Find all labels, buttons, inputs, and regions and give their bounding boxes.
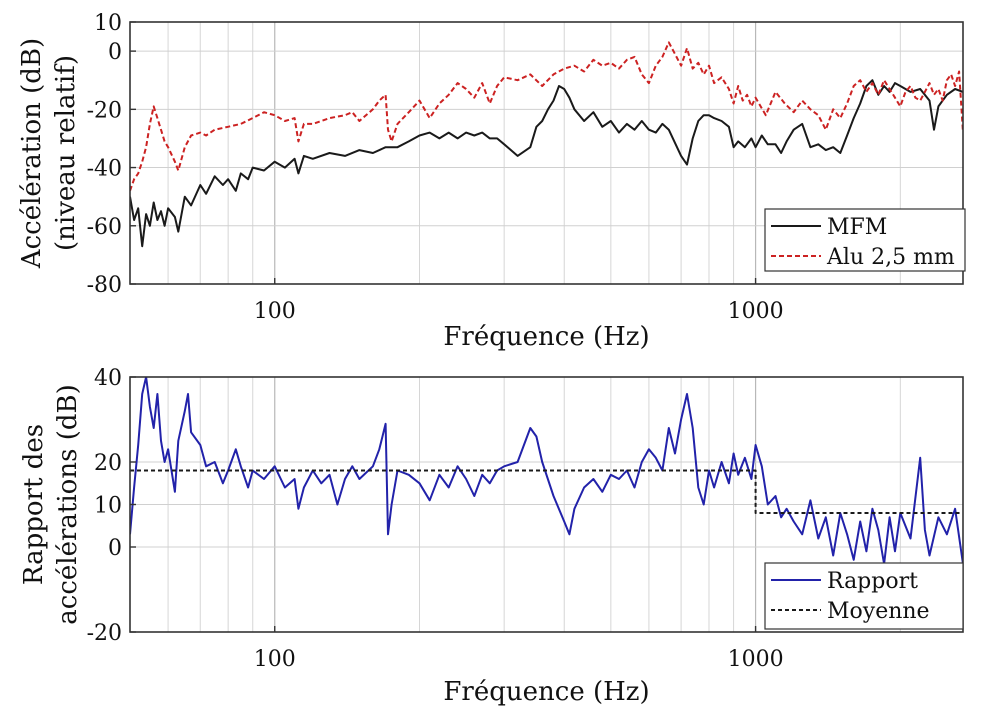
series-group [130,41,963,248]
y-tick-label: 0 [108,40,122,65]
x-tick-label: 1000 [728,647,784,672]
plot-frame [129,21,964,285]
y-tick-label: 20 [94,451,122,476]
legend-label: Moyenne [827,599,930,624]
legend-label: MFM [827,215,887,240]
legend-box [764,208,966,272]
y-tick-label: -20 [87,621,122,646]
x-tick-label: 100 [254,299,296,324]
legend: MFM Alu 2,5 mm [764,208,966,272]
x-tick-label: 100 [254,647,296,672]
x-axis-title: Fréquence (Hz) [443,677,649,707]
legend-label: Alu 2,5 mm [826,245,955,270]
y-axis-title-line: Rapport des [19,424,49,585]
x-axis-title: Fréquence (Hz) [443,322,649,352]
grid [130,22,963,284]
series-line-0 [130,79,963,248]
chart-top: -80 -60 -40 -20 0 10 100 1000 Fréquence (Hz) Accé… [17,11,966,352]
legend: Rapport Moyenne [764,562,964,630]
y-tick-label: 0 [108,536,122,561]
chart-bottom: -20 0 10 20 40 100 1000 Fréquence (Hz) Rapport d… [19,366,964,707]
series-line-1 [130,41,963,192]
y-tick-label: -80 [87,273,122,298]
series-line-1 [130,469,963,514]
x-tick-label: 1000 [728,299,784,324]
y-axis-title-line: (niveau relatif) [51,55,81,251]
y-tick-label: -40 [87,157,122,182]
y-tick-label: -20 [87,98,122,123]
grid [130,377,963,632]
y-axis-title-line: Accélération (dB) [17,38,47,269]
series-group [130,377,963,565]
y-tick-label: -60 [87,215,122,240]
y-tick-label: 10 [94,11,122,36]
y-tick-label: 10 [94,494,122,519]
y-tick-label: 40 [94,366,122,391]
legend-label: Rapport [827,569,918,594]
y-axis-title-line: accélérations (dB) [53,384,83,624]
legend-box [764,562,964,630]
